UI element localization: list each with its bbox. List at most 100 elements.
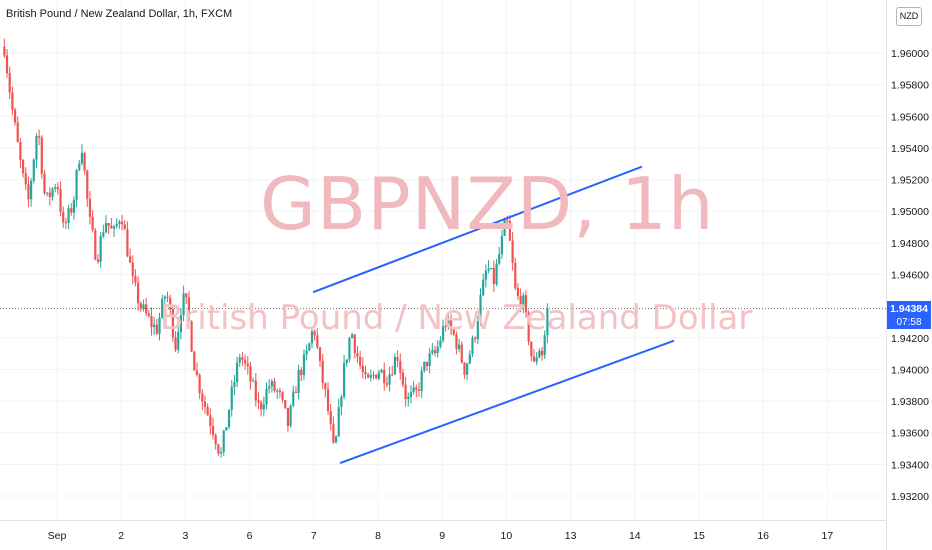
candle-up bbox=[276, 390, 279, 392]
last-price-label: 1.94384 bbox=[890, 303, 928, 315]
chart-title: British Pound / New Zealand Dollar, 1h, … bbox=[6, 8, 233, 20]
candle-down bbox=[206, 407, 209, 416]
candle-up bbox=[535, 357, 538, 362]
trendlines[interactable] bbox=[312, 165, 675, 464]
candle-up bbox=[543, 335, 546, 356]
candle-up bbox=[334, 436, 338, 443]
candle-down bbox=[107, 222, 110, 227]
candle-down bbox=[246, 363, 249, 367]
candle-up bbox=[423, 361, 426, 371]
candle-down bbox=[540, 350, 544, 356]
candlestick-series bbox=[3, 38, 549, 458]
candle-down bbox=[281, 392, 284, 400]
candle-up bbox=[292, 391, 295, 406]
price-scale[interactable]: 1.96000 1.95800 1.95600 1.95400 1.95200 1.950… bbox=[891, 48, 929, 503]
candle-down bbox=[3, 46, 6, 56]
candle-down bbox=[187, 297, 191, 322]
candle-up bbox=[546, 308, 549, 336]
candle-up bbox=[337, 407, 340, 437]
candle-up bbox=[78, 163, 81, 170]
candle-up bbox=[179, 315, 183, 333]
candle-down bbox=[137, 282, 140, 304]
candle-up bbox=[54, 187, 57, 189]
candle-down bbox=[532, 356, 536, 362]
candle-down bbox=[367, 374, 370, 378]
candle-up bbox=[233, 382, 236, 387]
candle-up bbox=[372, 374, 375, 376]
candle-up bbox=[412, 387, 415, 393]
candle-up bbox=[297, 369, 300, 393]
lower-channel-line[interactable] bbox=[339, 339, 675, 464]
candle-down bbox=[286, 407, 290, 426]
candle-up bbox=[305, 350, 308, 355]
x-tick-label: 6 bbox=[247, 530, 253, 542]
candle-up bbox=[482, 279, 485, 296]
candle-up bbox=[342, 362, 346, 397]
candle-down bbox=[128, 256, 132, 263]
grid-lines bbox=[0, 0, 886, 520]
y-tick-label: 1.95000 bbox=[891, 206, 929, 218]
candle-down bbox=[375, 374, 378, 379]
candle-down bbox=[452, 329, 455, 335]
candle-down bbox=[56, 187, 59, 190]
candle-down bbox=[91, 216, 94, 231]
last-price-tag: 1.94384 07:58 bbox=[887, 301, 931, 329]
candle-up bbox=[104, 222, 108, 233]
upper-channel-line[interactable] bbox=[312, 165, 643, 293]
candle-down bbox=[40, 137, 43, 174]
candle-down bbox=[70, 208, 73, 213]
candle-up bbox=[380, 369, 383, 373]
candle-down bbox=[294, 391, 298, 393]
candle-down bbox=[449, 319, 453, 330]
y-tick-label: 1.94600 bbox=[891, 270, 929, 282]
x-tick-label: 10 bbox=[501, 530, 513, 542]
candle-up bbox=[30, 180, 33, 200]
candle-down bbox=[326, 389, 330, 412]
candle-up bbox=[142, 304, 145, 309]
candle-down bbox=[86, 170, 89, 199]
candle-down bbox=[361, 365, 364, 373]
candle-down bbox=[19, 142, 22, 161]
candle-down bbox=[110, 226, 113, 229]
candle-down bbox=[492, 267, 495, 285]
time-scale[interactable]: Sep 2 3 6 7 8 9 10 13 14 15 16 17 bbox=[48, 530, 834, 542]
candle-up bbox=[431, 350, 434, 354]
candle-down bbox=[318, 347, 322, 361]
x-tick-label: 9 bbox=[439, 530, 445, 542]
candle-down bbox=[203, 401, 207, 408]
candle-down bbox=[134, 275, 137, 283]
candle-down bbox=[88, 198, 92, 217]
candle-down bbox=[217, 444, 220, 454]
candle-down bbox=[59, 189, 62, 213]
candle-up bbox=[46, 192, 49, 194]
candle-down bbox=[43, 173, 46, 194]
candle-down bbox=[123, 224, 126, 230]
candle-up bbox=[500, 235, 504, 254]
watermark-symbol: GBPNZD, 1h bbox=[260, 162, 715, 246]
candle-up bbox=[252, 380, 255, 382]
candle-up bbox=[476, 321, 479, 340]
candle-up bbox=[522, 295, 525, 307]
candle-down bbox=[244, 359, 247, 364]
x-tick-label: 3 bbox=[182, 530, 188, 542]
candle-up bbox=[67, 208, 70, 224]
y-tick-label: 1.94200 bbox=[891, 333, 929, 345]
candle-up bbox=[484, 270, 487, 280]
candle-down bbox=[254, 380, 257, 401]
candle-down bbox=[316, 335, 319, 348]
currency-button[interactable]: NZD bbox=[896, 7, 922, 26]
candle-down bbox=[147, 313, 150, 316]
y-tick-label: 1.96000 bbox=[891, 48, 929, 60]
candle-up bbox=[377, 372, 380, 379]
x-tick-label: 8 bbox=[375, 530, 381, 542]
candle-up bbox=[102, 232, 105, 237]
candle-up bbox=[115, 223, 118, 227]
candle-down bbox=[474, 337, 477, 340]
candle-down bbox=[185, 293, 188, 298]
candle-up bbox=[495, 263, 498, 285]
candle-up bbox=[182, 293, 185, 316]
candle-down bbox=[260, 402, 263, 410]
candle-down bbox=[284, 399, 287, 408]
candle-up bbox=[265, 388, 268, 405]
